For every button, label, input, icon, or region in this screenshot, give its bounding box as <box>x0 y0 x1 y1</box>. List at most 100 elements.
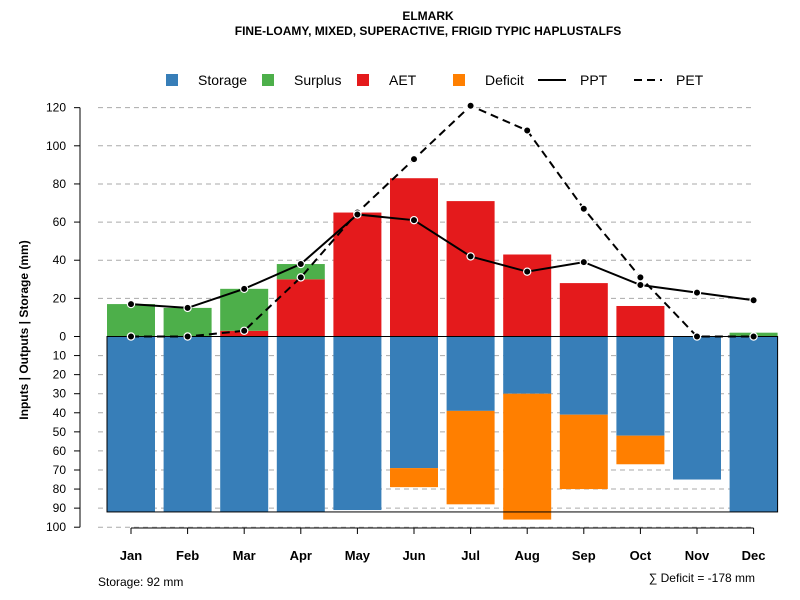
surplus-bar <box>220 288 269 331</box>
pet-point <box>466 101 475 110</box>
ppt-point <box>183 303 192 313</box>
x-tick-label: Mar <box>233 548 256 563</box>
storage-bar <box>559 336 608 415</box>
storage-bar <box>503 336 552 394</box>
surplus-bar <box>163 307 212 337</box>
pet-point <box>636 273 645 282</box>
x-tick-label: Apr <box>290 548 312 563</box>
pet-point <box>409 154 419 164</box>
ppt-point <box>353 210 362 219</box>
legend-swatch-deficit <box>453 74 465 86</box>
storage-bar <box>729 336 778 512</box>
storage-bar <box>276 336 325 512</box>
y-tick-label: 60 <box>53 215 67 229</box>
lines <box>126 101 758 341</box>
chart-title: ELMARK <box>402 9 454 23</box>
y-tick-label: 80 <box>53 177 67 191</box>
legend-swatch-aet <box>357 74 369 86</box>
ppt-line <box>130 213 754 309</box>
aet-bar <box>616 305 665 337</box>
x-tick-label: Oct <box>630 548 652 563</box>
x-tick-label: Jul <box>461 548 480 563</box>
pet-point <box>523 126 532 135</box>
bars <box>106 178 779 520</box>
legend-label-ppt: PPT <box>580 72 608 88</box>
y-tick-label: 100 <box>46 139 66 153</box>
y-tick-label: 0 <box>59 330 66 344</box>
y-axis-label: Inputs | Outputs | Storage (mm) <box>17 240 31 419</box>
x-tick-label: Dec <box>742 548 766 563</box>
x-tick-label: Sep <box>572 548 596 563</box>
pet-point <box>126 332 136 341</box>
surplus-bar <box>107 304 155 337</box>
ppt-point <box>692 288 702 297</box>
storage-bar <box>616 336 665 436</box>
storage-bar <box>390 336 438 469</box>
deficit-bar <box>616 435 665 465</box>
x-tick-label: Feb <box>176 548 199 563</box>
ppt-point <box>636 280 645 290</box>
x-tick-label: May <box>345 548 371 563</box>
pet-point <box>749 332 758 341</box>
ppt-point <box>749 296 758 305</box>
legend-label-pet: PET <box>676 72 704 88</box>
deficit-bar <box>503 393 552 520</box>
deficit-bar <box>559 414 608 490</box>
y-tick-label: 100 <box>46 520 66 534</box>
storage-bar <box>673 336 721 480</box>
surplus-bar <box>276 264 325 280</box>
aet-bar <box>390 178 438 337</box>
legend-label-deficit: Deficit <box>485 72 524 88</box>
y-tick-label: 40 <box>53 406 67 420</box>
x-tick-label: Nov <box>685 548 710 563</box>
legend-label-aet: AET <box>389 72 417 88</box>
deficit-sum-footer: ∑ Deficit = -178 mm <box>649 571 755 585</box>
storage-bar <box>220 336 269 512</box>
axes: 0 20 40 60 80 100 120 10 20 30 40 50 60 70 80 90 100 Jan F… <box>46 101 766 563</box>
x-tick-label: Aug <box>515 548 540 563</box>
storage-bar <box>333 336 382 511</box>
chart-subtitle: FINE-LOAMY, MIXED, SUPERACTIVE, FRIGID T… <box>235 24 621 38</box>
deficit-bar <box>446 410 495 505</box>
y-tick-label: 50 <box>53 425 67 439</box>
ppt-point <box>409 215 419 225</box>
aet-bar <box>559 283 608 337</box>
storage-footer: Storage: 92 mm <box>98 575 183 589</box>
x-tick-label: Jun <box>402 548 425 563</box>
aet-bar <box>446 201 495 337</box>
y-tick-label: 20 <box>53 368 67 382</box>
y-tick-label: 120 <box>46 101 66 115</box>
pet-point <box>239 326 249 335</box>
storage-bar <box>107 336 155 512</box>
ppt-point <box>579 257 589 267</box>
y-tick-label: 60 <box>53 444 67 458</box>
aet-bar <box>276 279 325 337</box>
deficit-bar <box>390 468 438 488</box>
pet-point <box>692 332 702 341</box>
pet-point <box>579 204 589 213</box>
storage-bar <box>446 336 495 411</box>
y-tick-label: 70 <box>53 463 67 477</box>
aet-bar <box>333 212 382 337</box>
y-tick-label: 10 <box>53 349 67 363</box>
y-tick-label: 20 <box>53 291 67 305</box>
storage-bar <box>163 336 212 512</box>
legend-label-surplus: Surplus <box>294 72 341 88</box>
ppt-point <box>296 259 305 269</box>
legend-swatch-surplus <box>262 74 274 86</box>
legend-swatch-storage <box>166 74 178 86</box>
pet-point <box>296 273 305 282</box>
pet-point <box>183 332 192 341</box>
y-tick-label: 90 <box>53 501 67 515</box>
y-tick-label: 80 <box>53 482 67 496</box>
ppt-point <box>523 267 532 276</box>
legend: Storage Surplus AET Deficit PPT PET <box>166 72 704 88</box>
x-tick-label: Jan <box>120 548 142 563</box>
y-tick-label: 30 <box>53 387 67 401</box>
ppt-point <box>466 252 475 261</box>
ppt-point <box>126 299 136 309</box>
y-tick-label: 40 <box>53 253 67 267</box>
ppt-point <box>239 284 249 294</box>
legend-label-storage: Storage <box>198 72 247 88</box>
